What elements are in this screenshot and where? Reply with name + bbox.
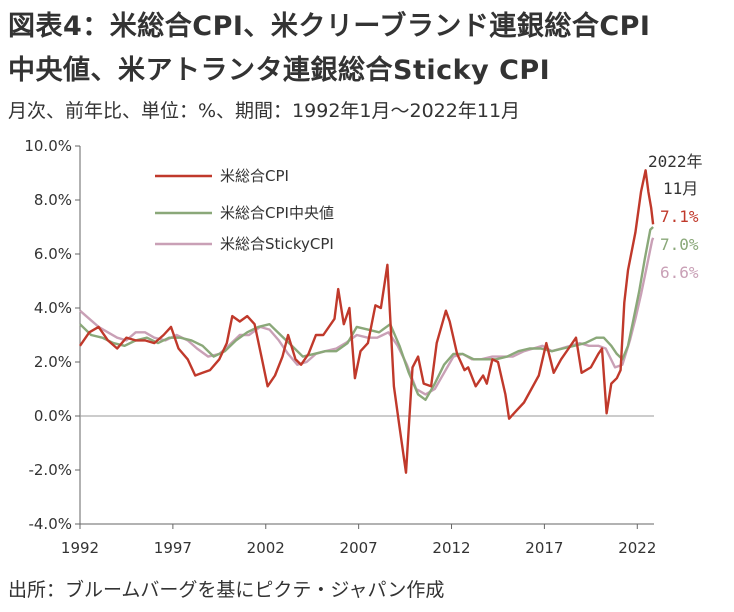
annotation-headline-value: 7.1% — [660, 207, 699, 226]
x-tick-label: 1992 — [61, 539, 99, 557]
x-tick-label: 2007 — [340, 539, 378, 557]
x-tick-label: 2017 — [525, 539, 563, 557]
y-tick-label: 8.0% — [34, 191, 72, 209]
chart-axes — [79, 146, 654, 525]
x-tick-label: 1997 — [154, 539, 192, 557]
annotation-date-year: 2022年 — [648, 152, 703, 171]
x-tick-label: 2002 — [247, 539, 285, 557]
y-tick-label: 10.0% — [24, 137, 72, 155]
series-line-1 — [79, 226, 654, 401]
y-tick-label: 0.0% — [34, 407, 72, 425]
x-axis-ticks: 1992 1997 2002 2007 2012 2017 2022 — [61, 524, 656, 557]
y-axis-ticks: 10.0% 8.0% 6.0% 4.0% 2.0% 0.0% -2.0% -4.0% — [24, 137, 80, 533]
y-tick-label: 2.0% — [34, 353, 72, 371]
source-note: 出所：ブルームバーグを基にピクテ・ジャパン作成 — [8, 579, 445, 601]
legend-label-2: 米総合StickyCPI — [220, 235, 334, 253]
x-tick-label: 2022 — [618, 539, 656, 557]
legend-label-0: 米総合CPI — [220, 167, 289, 185]
series-line-2 — [79, 237, 655, 396]
annotation-date-month: 11月 — [663, 179, 698, 198]
series-line-0 — [79, 169, 655, 474]
annotation-median-value: 7.0% — [660, 235, 699, 254]
series-lines — [79, 169, 655, 474]
chart-title-line2: 中央値、米アトランタ連銀総合Sticky CPI — [8, 55, 551, 86]
y-tick-label: 6.0% — [34, 245, 72, 263]
y-tick-label: -4.0% — [28, 515, 72, 533]
chart-title-line1: 図表4：米総合CPI、米クリーブランド連銀総合CPI — [8, 11, 651, 42]
chart-subtitle: 月次、前年比、単位：%、期間：1992年1月～2022年11月 — [8, 100, 521, 122]
x-tick-label: 2012 — [432, 539, 470, 557]
y-tick-label: 4.0% — [34, 299, 72, 317]
legend-label-1: 米総合CPI中央値 — [220, 204, 334, 222]
line-chart: 10.0% 8.0% 6.0% 4.0% 2.0% 0.0% -2.0% -4.0% 1992… — [24, 137, 703, 557]
y-tick-label: -2.0% — [28, 461, 72, 479]
annotation-sticky-value: 6.6% — [660, 263, 699, 282]
